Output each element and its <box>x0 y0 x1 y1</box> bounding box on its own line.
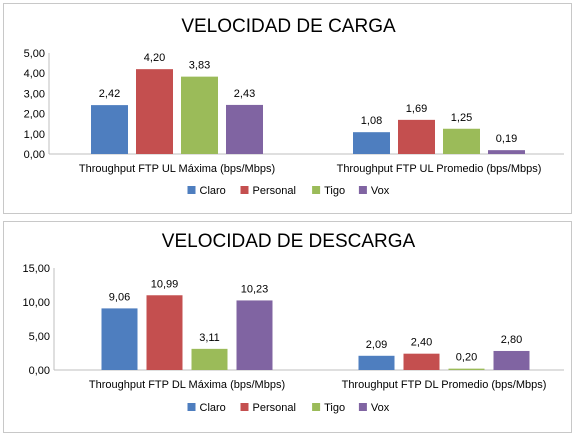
bar-vox-1 <box>493 350 530 370</box>
legend-label: Tigo <box>324 402 345 414</box>
chart-panel-descarga: VELOCIDAD DE DESCARGA 0,00 5,00 10,00 15,00 9… <box>3 221 572 433</box>
y-tick-label: 0,00 <box>29 365 50 377</box>
bar-vox-0 <box>236 300 273 370</box>
y-tick-label: 5,00 <box>24 48 45 60</box>
y-tick-label: 5,00 <box>29 331 50 343</box>
bar-claro-1 <box>358 355 395 370</box>
data-label: 4,20 <box>144 52 165 64</box>
bar-claro-0 <box>101 308 138 370</box>
bar-claro-0 <box>91 105 128 154</box>
legend-label: Personal <box>253 185 296 197</box>
data-label: 2,09 <box>366 339 387 351</box>
data-label: 0,19 <box>496 133 517 145</box>
legend-swatch-personal <box>240 186 249 194</box>
bar-tigo-0 <box>191 348 228 370</box>
bar-claro-1 <box>353 132 390 154</box>
legend-label: Tigo <box>324 185 345 197</box>
category-label: Throughput FTP DL Promedio (bps/Mbps) <box>342 379 547 391</box>
legend-swatch-vox <box>358 186 367 194</box>
legend-label: Claro <box>200 402 226 414</box>
legend-label: Personal <box>253 402 296 414</box>
bar-personal-1 <box>398 119 435 154</box>
data-label: 10,99 <box>151 278 179 290</box>
data-label: 1,08 <box>361 115 382 127</box>
y-tick-label: 10,00 <box>22 297 50 309</box>
y-tick-label: 2,00 <box>24 109 45 121</box>
chart-panel-carga: VELOCIDAD DE CARGA 0,00 1,00 2,00 3,00 4,00 5,… <box>3 3 572 214</box>
legend-swatch-personal <box>240 403 249 411</box>
category-label: Throughput FTP DL Máxima (bps/Mbps) <box>89 379 285 391</box>
bar-vox-0 <box>226 104 263 154</box>
legend-swatch-claro <box>187 186 196 194</box>
legend-label: Claro <box>200 185 226 197</box>
data-label: 10,23 <box>241 283 269 295</box>
category-label: Throughput FTP UL Máxima (bps/Mbps) <box>79 163 275 175</box>
bar-personal-0 <box>146 295 183 370</box>
data-label: 1,25 <box>451 112 472 124</box>
data-label: 2,43 <box>234 88 255 100</box>
bar-personal-1 <box>403 353 440 370</box>
bar-tigo-0 <box>181 76 218 154</box>
data-label: 2,40 <box>411 337 432 349</box>
data-label: 9,06 <box>109 291 130 303</box>
bar-personal-0 <box>136 69 173 154</box>
chart-title: VELOCIDAD DE CARGA <box>181 16 396 37</box>
legend-label: Vox <box>371 402 390 414</box>
legend-swatch-claro <box>187 403 196 411</box>
chart-title: VELOCIDAD DE DESCARGA <box>162 231 416 252</box>
data-label: 3,83 <box>189 60 210 72</box>
data-label: 2,42 <box>99 88 120 100</box>
legend-swatch-vox <box>358 403 367 411</box>
legend-label: Vox <box>371 185 390 197</box>
bar-tigo-1 <box>443 128 480 154</box>
category-label: Throughput FTP UL Promedio (bps/Mbps) <box>337 163 542 175</box>
data-label: 1,69 <box>406 103 427 115</box>
y-tick-label: 4,00 <box>24 68 45 80</box>
bar-vox-1 <box>488 150 525 154</box>
legend-swatch-tigo <box>312 403 321 411</box>
y-tick-label: 15,00 <box>22 263 50 275</box>
upload-speed-chart: VELOCIDAD DE CARGA 0,00 1,00 2,00 3,00 4,00 5,… <box>24 16 564 197</box>
y-tick-label: 1,00 <box>24 129 45 141</box>
legend-swatch-tigo <box>312 186 321 194</box>
data-label: 0,20 <box>456 352 477 364</box>
y-tick-label: 0,00 <box>24 149 45 161</box>
y-tick-label: 3,00 <box>24 88 45 100</box>
bar-tigo-1 <box>448 368 485 370</box>
download-speed-chart: VELOCIDAD DE DESCARGA 0,00 5,00 10,00 15,00 9… <box>22 231 564 414</box>
data-label: 3,11 <box>199 332 220 344</box>
data-label: 2,80 <box>501 334 522 346</box>
